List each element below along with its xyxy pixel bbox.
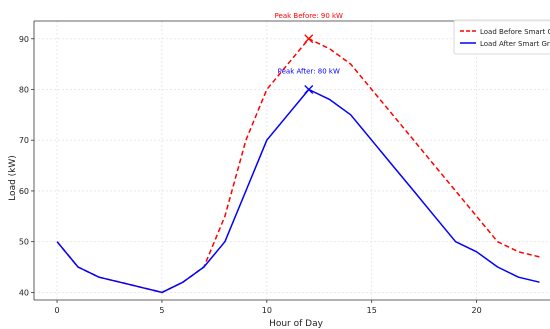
x-tick-label: 15 [367,306,377,315]
y-tick-label: 40 [19,288,29,297]
x-axis-label: Hour of Day [269,319,324,329]
annotations: Peak Before: 90 kW Peak After: 80 kW [275,12,344,75]
x-tick-label: 10 [262,306,272,315]
y-tick-label: 90 [19,35,29,44]
series-line-after [56,88,540,294]
x-tick-label: 20 [471,306,481,315]
y-tick-label: 60 [19,187,29,196]
peak-markers [304,34,314,94]
peak-annotation-label: Peak Before: 90 kW [275,12,344,20]
series-line-before [56,38,540,294]
y-axis-label: Load (kW) [8,155,18,201]
x-tick-label: 5 [159,306,164,315]
x-tick-label: 0 [55,306,60,315]
series-layer [56,38,540,294]
legend-label: Load Before Smart Grid [480,28,550,36]
legend-label: Load After Smart Grid [480,40,550,48]
grid-lines [34,21,550,300]
y-tick-label: 70 [19,136,29,145]
peak-annotation-label: Peak After: 80 kW [278,67,340,75]
legend: Load Before Smart Grid Load After Smart G… [453,19,550,55]
peak-marker [304,85,314,94]
y-tick-label: 80 [19,85,29,94]
tick-labels: 0 5 10 15 20 40 50 60 70 80 90 [19,35,482,315]
y-tick-label: 50 [19,238,29,247]
peak-marker [304,34,314,44]
legend-box [453,19,550,55]
